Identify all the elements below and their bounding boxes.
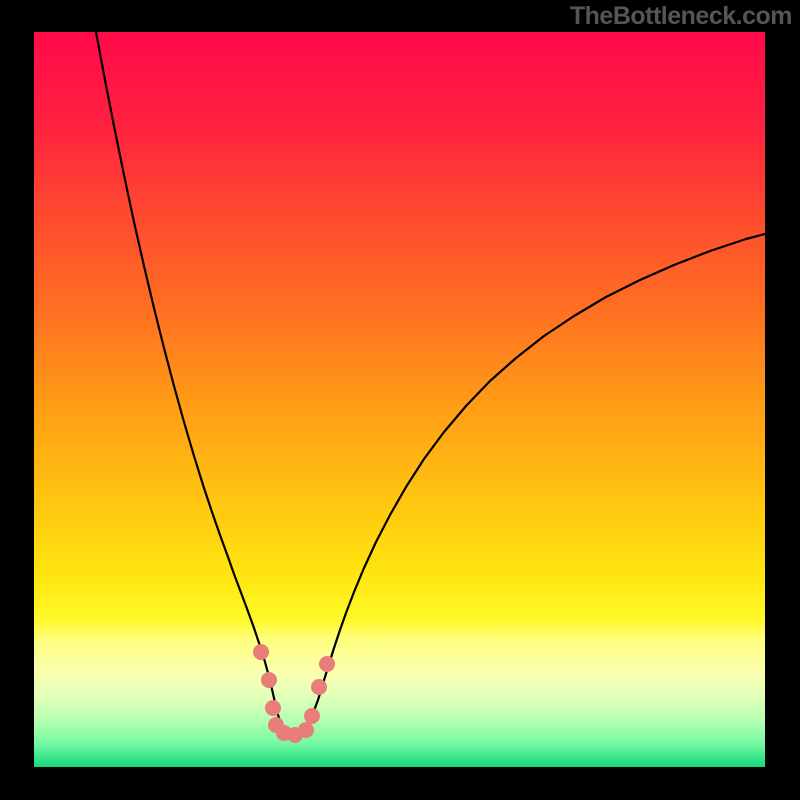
chart-canvas: TheBottleneck.com xyxy=(0,0,800,800)
data-dot xyxy=(265,700,281,716)
data-dot xyxy=(298,722,314,738)
data-dot xyxy=(311,679,327,695)
data-dot xyxy=(253,644,269,660)
watermark-label: TheBottleneck.com xyxy=(570,2,792,31)
plot-background xyxy=(34,32,765,767)
data-dot xyxy=(261,672,277,688)
chart-svg xyxy=(0,0,800,800)
data-dot xyxy=(304,708,320,724)
data-dot xyxy=(319,656,335,672)
